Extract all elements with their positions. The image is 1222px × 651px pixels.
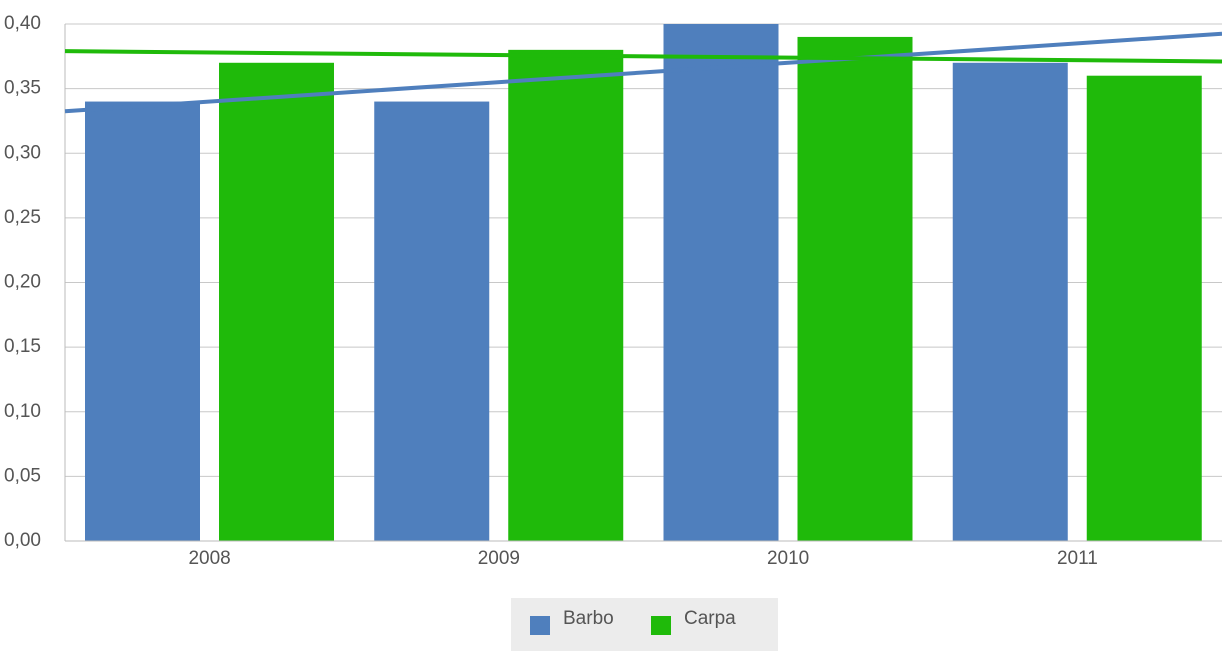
y-tick-label: 0,35: [4, 78, 41, 99]
bar: [85, 101, 200, 542]
x-tick-label: 2011: [1057, 548, 1098, 569]
y-tick-label: 0,15: [4, 336, 41, 357]
y-tick-label: 0,20: [4, 272, 41, 293]
bar: [508, 49, 624, 541]
legend-swatch: [530, 616, 550, 635]
legend-label: Carpa: [684, 608, 736, 629]
x-tick-label: 2009: [478, 548, 520, 569]
y-tick-label: 0,40: [4, 13, 41, 34]
x-tick-label: 2010: [767, 548, 809, 569]
bar: [797, 36, 913, 542]
legend-swatch: [651, 616, 671, 635]
legend-label: Barbo: [563, 608, 614, 629]
bar: [1086, 75, 1202, 541]
y-tick-label: 0,30: [4, 142, 41, 163]
y-tick-label: 0,05: [4, 465, 41, 486]
trend-line: [64, 49, 1222, 64]
bar: [663, 24, 779, 541]
bar: [952, 62, 1068, 542]
legend-box: [511, 598, 778, 651]
x-tick-label: 2008: [188, 548, 230, 569]
bar: [219, 62, 334, 542]
y-tick-label: 0,10: [4, 401, 41, 422]
bar: [374, 101, 490, 542]
y-tick-label: 0,25: [4, 207, 41, 228]
trend-line: [64, 31, 1222, 114]
y-tick-label: 0,00: [4, 530, 41, 551]
